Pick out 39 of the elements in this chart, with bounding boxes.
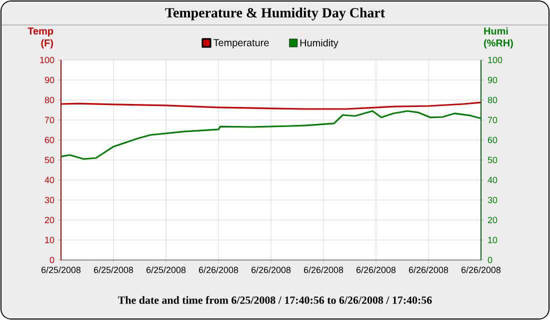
- legend-label: Humidity: [300, 39, 338, 48]
- line-series: [61, 110, 482, 160]
- y2-tick-label: 30: [488, 196, 498, 204]
- text: The date and time from 6/25/2008 / 17:40:56 to 6/26/2008 / 17:40:56: [118, 296, 432, 304]
- x-tick-label: 6/26/2008: [199, 266, 238, 274]
- y-tick-label: 20: [44, 216, 54, 224]
- y2-tick-label: 20: [488, 216, 498, 224]
- y2-tick-label: 50: [488, 156, 498, 164]
- x-tick-label: 6/26/2008: [409, 266, 448, 274]
- x-tick-label: 6/25/2008: [146, 266, 186, 274]
- x-tick-label: 6/26/2008: [356, 266, 396, 274]
- y-tick-label: 60: [44, 136, 54, 144]
- y2-tick-label: 90: [488, 76, 498, 84]
- legend-label: Temperature: [213, 39, 269, 48]
- chart-title: Temperature & Humidity Day Chart: [165, 8, 385, 20]
- y2-axis-title: Humi (%RH): [484, 27, 513, 48]
- x-tick-label: 6/25/2008: [94, 266, 134, 274]
- y-axis-title: Temp (F): [28, 28, 54, 48]
- x-tick-label: 6/26/2008: [462, 266, 501, 274]
- y-tick-label: 50: [44, 156, 54, 164]
- y-tick-label: 30: [44, 196, 54, 204]
- x-tick-label: 6/25/2008: [42, 266, 81, 274]
- y-tick-label: 100: [40, 56, 54, 64]
- y-tick-label: 40: [44, 176, 54, 184]
- y2-tick-label: 70: [488, 116, 498, 124]
- y-tick-label: 70: [44, 116, 54, 124]
- y-tick-label: 10: [45, 236, 54, 244]
- line-series: [61, 102, 482, 110]
- x-tick-label: 6/26/2008: [304, 266, 344, 274]
- y2-tick-label: 0: [488, 256, 492, 264]
- y-tick-label: 90: [44, 76, 54, 84]
- y2-tick-label: 100: [488, 56, 502, 64]
- y2-tick-label: 80: [488, 96, 498, 104]
- y2-tick-label: 60: [488, 136, 498, 144]
- y2-tick-label: 40: [488, 176, 498, 184]
- y-tick-label: 0: [50, 256, 54, 264]
- y2-tick-label: 10: [488, 236, 498, 244]
- y-tick-label: 80: [44, 96, 54, 104]
- x-tick-label: 6/26/2008: [252, 266, 291, 274]
